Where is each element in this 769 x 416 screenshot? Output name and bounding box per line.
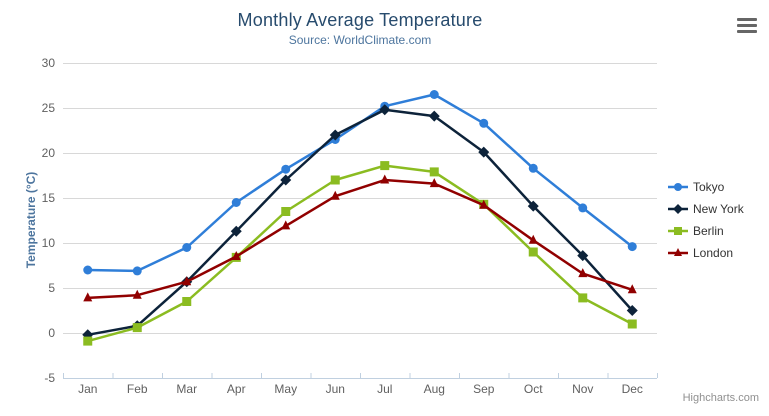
- circle-marker[interactable]: [182, 243, 192, 252]
- series-line[interactable]: [87, 178, 633, 300]
- x-axis-label: Oct: [524, 382, 543, 396]
- square-marker[interactable]: [281, 207, 291, 216]
- x-axis-label: Apr: [227, 382, 246, 396]
- hamburger-icon: [737, 23, 757, 27]
- triangle-marker[interactable]: [83, 292, 93, 302]
- x-axis-label: Nov: [572, 382, 593, 396]
- series-line[interactable]: [87, 108, 634, 337]
- x-axis-label: Sep: [473, 382, 495, 396]
- y-axis-label: 30: [42, 56, 56, 70]
- triangle-marker[interactable]: [429, 178, 439, 188]
- triangle-marker[interactable]: [132, 289, 142, 299]
- hamburger-icon: [737, 29, 757, 33]
- circle-marker[interactable]: [528, 163, 538, 173]
- triangle-marker[interactable]: [380, 174, 390, 184]
- x-axis-label: Aug: [424, 382, 445, 396]
- x-axis-label: Feb: [127, 382, 148, 396]
- circle-marker[interactable]: [578, 203, 588, 213]
- x-axis-label: Jan: [78, 382, 97, 396]
- square-icon: [668, 227, 688, 235]
- series-line[interactable]: [87, 164, 633, 343]
- diamond-marker[interactable]: [626, 305, 638, 316]
- diamond-marker[interactable]: [379, 104, 391, 116]
- triangle-marker[interactable]: [578, 268, 588, 278]
- y-axis-label: 5: [48, 281, 55, 295]
- circle-marker[interactable]: [281, 164, 291, 174]
- circle-marker[interactable]: [132, 266, 142, 276]
- legend-item-new-york[interactable]: New York: [668, 198, 744, 220]
- square-marker[interactable]: [627, 319, 637, 329]
- series-london[interactable]: [83, 174, 637, 302]
- diamond-marker[interactable]: [478, 146, 490, 158]
- credits-link[interactable]: Highcharts.com: [682, 392, 759, 404]
- triangle-marker[interactable]: [182, 276, 192, 286]
- triangle-marker[interactable]: [627, 284, 637, 294]
- triangle-marker[interactable]: [231, 251, 241, 260]
- diamond-marker[interactable]: [673, 204, 683, 214]
- hamburger-icon: [737, 17, 757, 21]
- context-menu-button[interactable]: [733, 13, 761, 37]
- y-axis-label: 10: [42, 236, 56, 250]
- legend-item-berlin[interactable]: Berlin: [668, 220, 744, 242]
- triangle-marker[interactable]: [281, 220, 291, 230]
- square-marker[interactable]: [330, 175, 340, 185]
- series-tokyo[interactable]: [83, 90, 637, 276]
- x-axis-label: May: [274, 382, 297, 396]
- diamond-marker[interactable]: [280, 174, 292, 186]
- diamond-marker[interactable]: [428, 110, 440, 122]
- diamond-marker[interactable]: [577, 250, 589, 262]
- square-marker[interactable]: [429, 167, 439, 177]
- circle-marker[interactable]: [627, 242, 637, 252]
- y-axis-label: 25: [42, 101, 56, 115]
- triangle-marker[interactable]: [479, 199, 489, 209]
- square-marker[interactable]: [380, 161, 390, 171]
- chart-title: Monthly Average Temperature: [237, 10, 483, 30]
- square-marker[interactable]: [528, 247, 538, 257]
- circle-marker[interactable]: [479, 118, 489, 128]
- circle-marker[interactable]: [83, 265, 93, 275]
- x-axis-label: Jun: [326, 382, 345, 396]
- legend-label: New York: [693, 202, 744, 216]
- legend-item-london[interactable]: London: [668, 242, 744, 264]
- square-marker[interactable]: [578, 293, 588, 303]
- x-axis-label: Dec: [622, 382, 643, 396]
- circle-icon: [668, 183, 688, 191]
- diamond-marker[interactable]: [230, 225, 242, 237]
- triangle-marker[interactable]: [674, 248, 682, 256]
- y-axis-label: 20: [42, 146, 56, 160]
- square-marker[interactable]: [83, 336, 93, 346]
- x-axis-label: Jul: [377, 382, 392, 396]
- diamond-marker[interactable]: [527, 200, 539, 212]
- triangle-icon: [668, 248, 688, 256]
- circle-marker[interactable]: [674, 183, 682, 191]
- y-axis-title: Temperature (°C): [24, 171, 38, 269]
- triangle-marker[interactable]: [528, 234, 538, 244]
- x-axis-label: Mar: [176, 382, 197, 396]
- legend-label: Tokyo: [693, 180, 725, 194]
- square-marker[interactable]: [182, 297, 192, 306]
- legend: Tokyo New York Berlin London: [668, 176, 744, 264]
- y-axis-label: -5: [44, 371, 55, 385]
- series-new-york[interactable]: [82, 104, 638, 341]
- y-axis-label: 15: [42, 191, 56, 205]
- square-marker[interactable]: [132, 323, 142, 333]
- diamond-icon: [668, 204, 688, 214]
- series-line[interactable]: [87, 93, 634, 273]
- legend-item-tokyo[interactable]: Tokyo: [668, 176, 744, 198]
- legend-label: London: [693, 246, 734, 260]
- diamond-marker[interactable]: [329, 129, 341, 141]
- y-axis-label: 0: [48, 326, 55, 340]
- triangle-marker[interactable]: [330, 190, 340, 200]
- square-marker[interactable]: [674, 227, 682, 235]
- chart-subtitle: Source: WorldClimate.com: [288, 33, 432, 47]
- circle-marker[interactable]: [429, 90, 439, 99]
- legend-label: Berlin: [693, 224, 724, 238]
- circle-marker[interactable]: [231, 198, 241, 207]
